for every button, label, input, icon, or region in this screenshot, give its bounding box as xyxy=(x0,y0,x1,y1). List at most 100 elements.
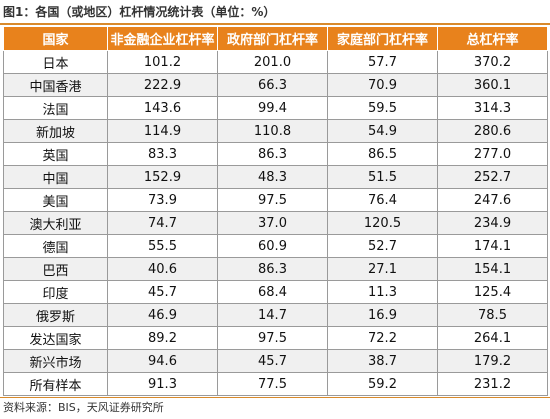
table-row: 澳大利亚 74.7 37.0 120.5 234.9 xyxy=(3,211,548,235)
table-row: 日本 101.2 201.0 57.7 370.2 xyxy=(3,50,548,74)
cell-total: 179.2 xyxy=(437,349,548,373)
cell-total: 234.9 xyxy=(437,211,548,235)
cell-total: 264.1 xyxy=(437,326,548,350)
cell-nonfinancial-corporate: 83.3 xyxy=(107,142,218,166)
cell-country: 德国 xyxy=(3,234,108,258)
cell-household: 59.2 xyxy=(327,372,438,396)
cell-country: 日本 xyxy=(3,50,108,74)
cell-country: 澳大利亚 xyxy=(3,211,108,235)
table-row: 俄罗斯 46.9 14.7 16.9 78.5 xyxy=(3,303,548,327)
leverage-table-container: 国家 非金融企业杠杆率 政府部门杠杆率 家庭部门杠杆率 总杠杆率 日本 101.2… xyxy=(3,26,548,396)
cell-household: 51.5 xyxy=(327,165,438,189)
cell-nonfinancial-corporate: 101.2 xyxy=(107,50,218,74)
cell-nonfinancial-corporate: 143.6 xyxy=(107,96,218,120)
cell-total: 252.7 xyxy=(437,165,548,189)
cell-total: 370.2 xyxy=(437,50,548,74)
cell-nonfinancial-corporate: 222.9 xyxy=(107,73,218,97)
table-row: 发达国家 89.2 97.5 72.2 264.1 xyxy=(3,326,548,350)
cell-country: 所有样本 xyxy=(3,372,108,396)
cell-government: 68.4 xyxy=(217,280,328,304)
table-row: 德国 55.5 60.9 52.7 174.1 xyxy=(3,234,548,258)
table-row: 巴西 40.6 86.3 27.1 154.1 xyxy=(3,257,548,281)
cell-nonfinancial-corporate: 94.6 xyxy=(107,349,218,373)
table-row: 印度 45.7 68.4 11.3 125.4 xyxy=(3,280,548,304)
header-household: 家庭部门杠杆率 xyxy=(327,26,438,51)
table-row: 美国 73.9 97.5 76.4 247.6 xyxy=(3,188,548,212)
header-total: 总杠杆率 xyxy=(437,26,548,51)
table-row: 中国 152.9 48.3 51.5 252.7 xyxy=(3,165,548,189)
cell-household: 38.7 xyxy=(327,349,438,373)
cell-household: 16.9 xyxy=(327,303,438,327)
cell-total: 125.4 xyxy=(437,280,548,304)
source-note: 资料来源：BIS，天风证券研究所 xyxy=(3,401,164,414)
table-row: 所有样本 91.3 77.5 59.2 231.2 xyxy=(3,372,548,396)
cell-nonfinancial-corporate: 74.7 xyxy=(107,211,218,235)
cell-government: 37.0 xyxy=(217,211,328,235)
cell-nonfinancial-corporate: 73.9 xyxy=(107,188,218,212)
cell-household: 54.9 xyxy=(327,119,438,143)
cell-government: 97.5 xyxy=(217,326,328,350)
table-header: 国家 非金融企业杠杆率 政府部门杠杆率 家庭部门杠杆率 总杠杆率 xyxy=(3,26,548,51)
cell-household: 11.3 xyxy=(327,280,438,304)
cell-household: 59.5 xyxy=(327,96,438,120)
cell-nonfinancial-corporate: 55.5 xyxy=(107,234,218,258)
cell-total: 280.6 xyxy=(437,119,548,143)
cell-household: 76.4 xyxy=(327,188,438,212)
cell-nonfinancial-corporate: 45.7 xyxy=(107,280,218,304)
table-row: 中国香港 222.9 66.3 70.9 360.1 xyxy=(3,73,548,97)
cell-country: 英国 xyxy=(3,142,108,166)
cell-country: 新加坡 xyxy=(3,119,108,143)
cell-total: 247.6 xyxy=(437,188,548,212)
cell-household: 57.7 xyxy=(327,50,438,74)
header-row: 国家 非金融企业杠杆率 政府部门杠杆率 家庭部门杠杆率 总杠杆率 xyxy=(3,26,548,51)
cell-total: 154.1 xyxy=(437,257,548,281)
cell-government: 86.3 xyxy=(217,142,328,166)
cell-country: 新兴市场 xyxy=(3,349,108,373)
cell-total: 78.5 xyxy=(437,303,548,327)
cell-total: 231.2 xyxy=(437,372,548,396)
cell-household: 70.9 xyxy=(327,73,438,97)
cell-government: 201.0 xyxy=(217,50,328,74)
cell-country: 俄罗斯 xyxy=(3,303,108,327)
cell-government: 110.8 xyxy=(217,119,328,143)
cell-government: 77.5 xyxy=(217,372,328,396)
table-row: 法国 143.6 99.4 59.5 314.3 xyxy=(3,96,548,120)
cell-household: 72.2 xyxy=(327,326,438,350)
cell-government: 48.3 xyxy=(217,165,328,189)
cell-country: 印度 xyxy=(3,280,108,304)
cell-government: 14.7 xyxy=(217,303,328,327)
cell-nonfinancial-corporate: 114.9 xyxy=(107,119,218,143)
leverage-table: 国家 非金融企业杠杆率 政府部门杠杆率 家庭部门杠杆率 总杠杆率 日本 101.2… xyxy=(3,26,548,396)
header-nonfinancial-corporate: 非金融企业杠杆率 xyxy=(107,26,218,51)
cell-household: 52.7 xyxy=(327,234,438,258)
table-body: 日本 101.2 201.0 57.7 370.2 中国香港 222.9 66.3 70.9 36… xyxy=(3,50,548,396)
cell-government: 45.7 xyxy=(217,349,328,373)
cell-country: 中国香港 xyxy=(3,73,108,97)
cell-country: 巴西 xyxy=(3,257,108,281)
cell-government: 66.3 xyxy=(217,73,328,97)
cell-country: 中国 xyxy=(3,165,108,189)
cell-government: 97.5 xyxy=(217,188,328,212)
cell-household: 120.5 xyxy=(327,211,438,235)
cell-total: 360.1 xyxy=(437,73,548,97)
cell-total: 174.1 xyxy=(437,234,548,258)
header-government: 政府部门杠杆率 xyxy=(217,26,328,51)
cell-nonfinancial-corporate: 152.9 xyxy=(107,165,218,189)
table-row: 新兴市场 94.6 45.7 38.7 179.2 xyxy=(3,349,548,373)
cell-government: 86.3 xyxy=(217,257,328,281)
cell-country: 美国 xyxy=(3,188,108,212)
cell-nonfinancial-corporate: 89.2 xyxy=(107,326,218,350)
cell-government: 60.9 xyxy=(217,234,328,258)
cell-country: 法国 xyxy=(3,96,108,120)
header-country: 国家 xyxy=(3,26,108,51)
table-row: 英国 83.3 86.3 86.5 277.0 xyxy=(3,142,548,166)
cell-country: 发达国家 xyxy=(3,326,108,350)
cell-nonfinancial-corporate: 91.3 xyxy=(107,372,218,396)
cell-total: 314.3 xyxy=(437,96,548,120)
footer-divider xyxy=(0,397,550,398)
cell-total: 277.0 xyxy=(437,142,548,166)
cell-government: 99.4 xyxy=(217,96,328,120)
title-divider xyxy=(0,23,550,25)
cell-nonfinancial-corporate: 46.9 xyxy=(107,303,218,327)
cell-nonfinancial-corporate: 40.6 xyxy=(107,257,218,281)
